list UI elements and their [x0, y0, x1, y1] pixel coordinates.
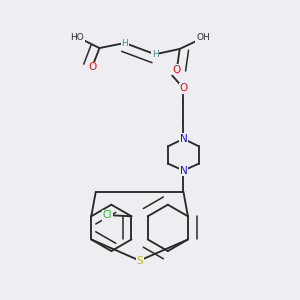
- Text: N: N: [180, 134, 187, 144]
- Text: N: N: [180, 166, 187, 176]
- Text: H: H: [152, 50, 158, 59]
- Text: Cl: Cl: [103, 210, 112, 220]
- Text: O: O: [88, 62, 96, 72]
- Text: HO: HO: [70, 33, 84, 42]
- Text: O: O: [172, 65, 181, 75]
- Text: O: O: [179, 83, 188, 93]
- Text: OH: OH: [196, 33, 210, 42]
- Text: S: S: [136, 256, 143, 266]
- Text: H: H: [122, 38, 128, 47]
